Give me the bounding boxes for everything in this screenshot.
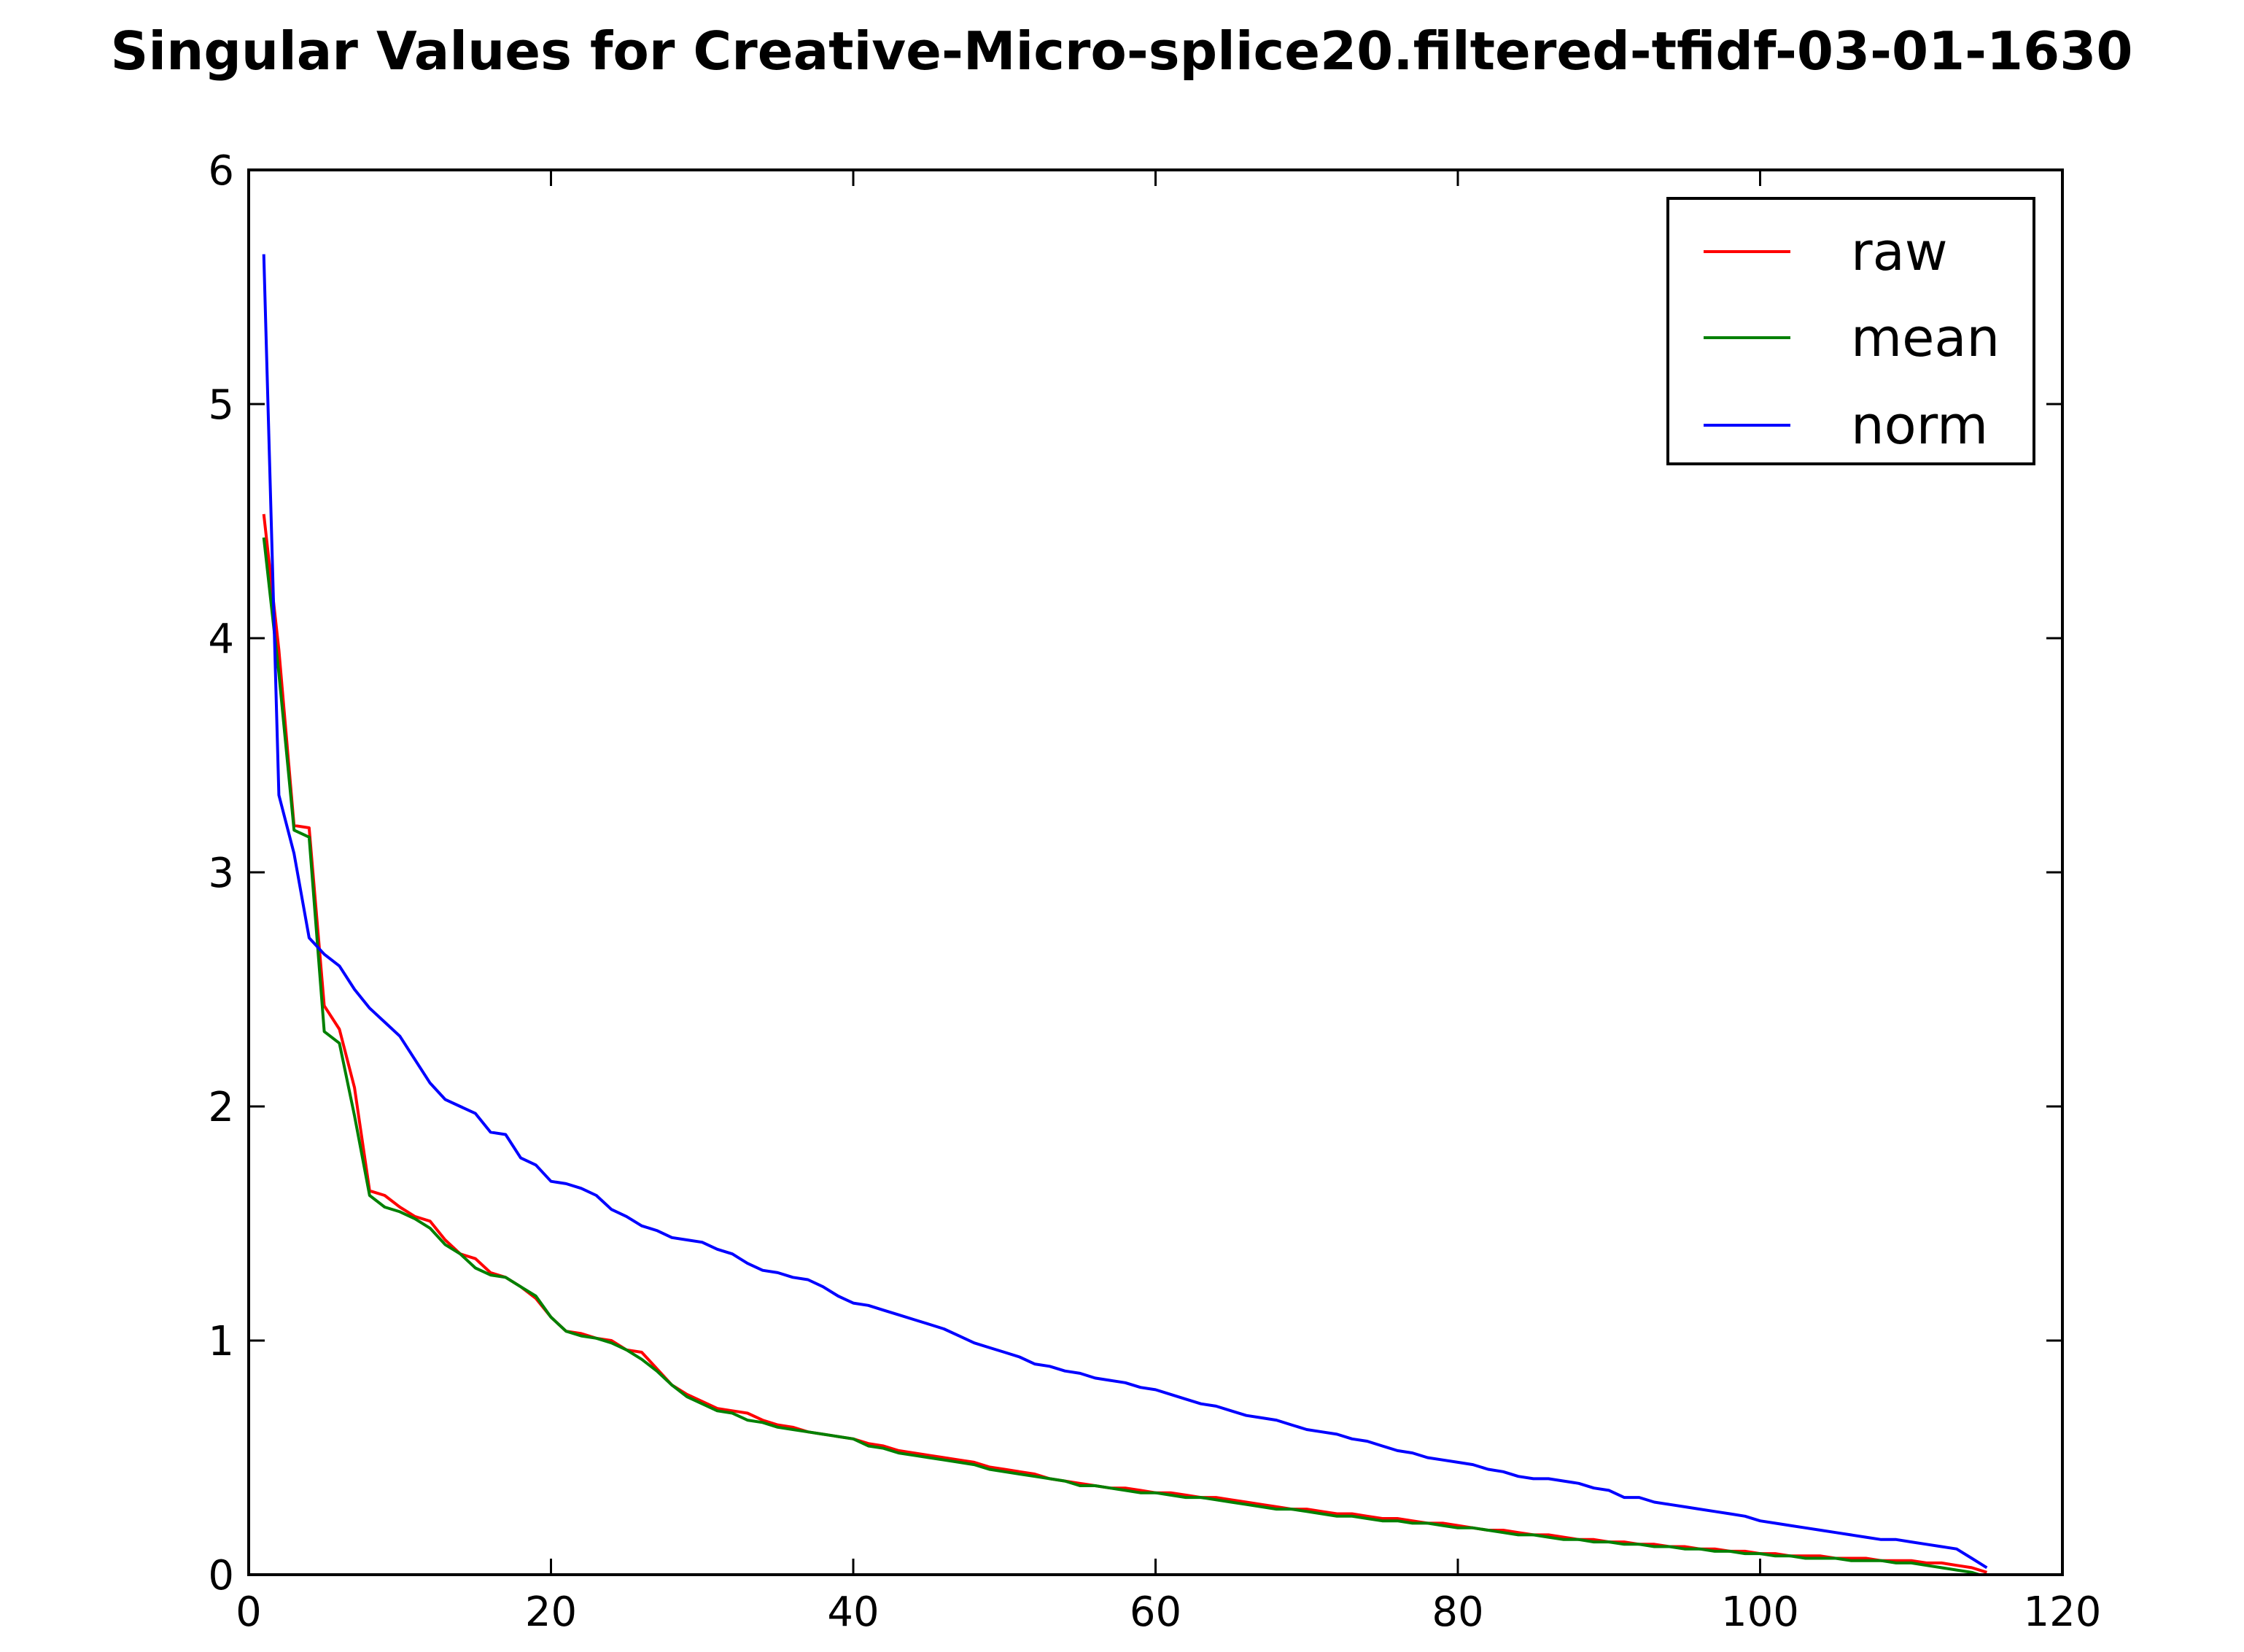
x-tick-label-60: 60 (1130, 1589, 1181, 1636)
ticks-layer: 0 20 40 60 80 100 120 0 1 2 3 4 5 6 (208, 147, 2101, 1636)
y-tick-label-6: 6 (208, 147, 234, 195)
legend-label-raw: raw (1851, 221, 1948, 282)
x-tick-label-120: 120 (2024, 1589, 2102, 1636)
y-tick-label-2: 2 (208, 1084, 234, 1131)
legend-box (1666, 197, 2035, 465)
y-tick-label-5: 5 (208, 381, 234, 429)
series-layer (262, 254, 1988, 1575)
y-tick-label-3: 3 (208, 850, 234, 897)
y-tick-label-1: 1 (208, 1318, 234, 1365)
chart-title: Singular Values for Creative-Micro-splic… (111, 20, 2133, 82)
x-tick-label-100: 100 (1721, 1589, 1799, 1636)
legend-label-mean: mean (1851, 307, 2000, 368)
legend-label-norm: norm (1851, 395, 1988, 456)
y-tick-label-0: 0 (208, 1552, 234, 1599)
x-tick-label-80: 80 (1432, 1589, 1483, 1636)
legend: raw mean norm (1666, 197, 2035, 465)
series-line-mean (262, 537, 1984, 1575)
plot-frame (247, 168, 2064, 1576)
x-tick-label-40: 40 (827, 1589, 879, 1636)
x-tick-label-0: 0 (236, 1589, 262, 1636)
y-tick-label-4: 4 (208, 616, 234, 663)
series-line-norm (262, 254, 1988, 1570)
x-tick-label-20: 20 (525, 1589, 577, 1636)
